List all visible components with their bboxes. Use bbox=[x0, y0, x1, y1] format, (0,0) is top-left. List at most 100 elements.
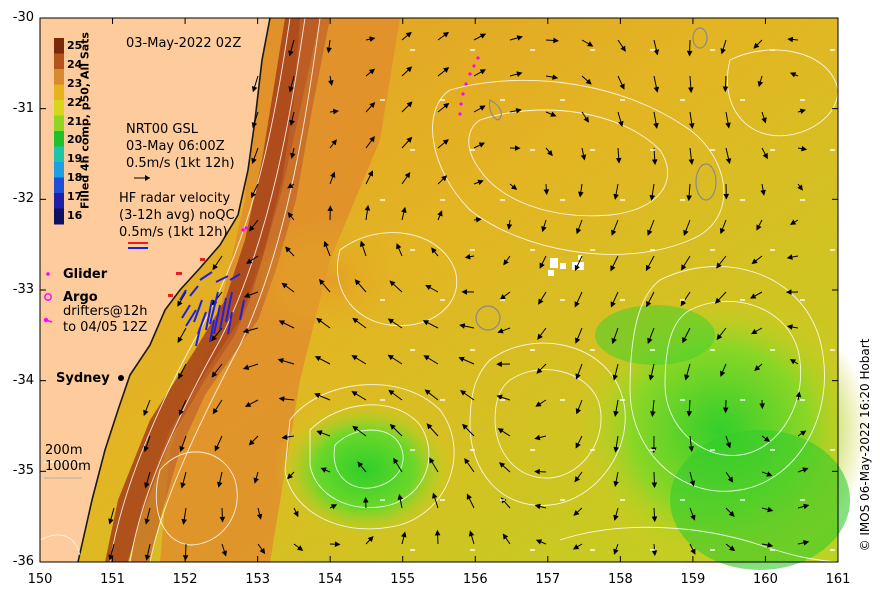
gsl-legend-line1: NRT00 GSL bbox=[126, 122, 198, 137]
velocity-arrowhead bbox=[725, 158, 732, 165]
y-tick-label: -33 bbox=[12, 282, 34, 297]
colorbar-swatch bbox=[54, 53, 64, 70]
velocity-arrowhead bbox=[251, 122, 258, 129]
velocity-arrowhead bbox=[332, 108, 339, 115]
velocity-arrowhead bbox=[253, 477, 259, 484]
velocity-arrowhead bbox=[320, 467, 327, 473]
velocity-arrowhead bbox=[443, 67, 450, 73]
velocity-arrowhead bbox=[723, 193, 730, 200]
velocity-arrowhead bbox=[553, 37, 559, 44]
current-edge bbox=[130, 18, 330, 562]
velocity-arrowhead bbox=[613, 410, 619, 417]
colorbar bbox=[54, 38, 64, 225]
velocity-arrowhead bbox=[441, 175, 448, 182]
velocity-arrowhead bbox=[514, 145, 521, 151]
velocity-arrowhead bbox=[352, 425, 359, 432]
velocity-arrowhead bbox=[389, 423, 396, 430]
velocity-arrowhead bbox=[351, 355, 358, 361]
velocity-arrowhead bbox=[251, 157, 257, 165]
x-tick-label: 160 bbox=[753, 572, 778, 587]
velocity-arrowhead bbox=[610, 301, 616, 308]
velocity-arrowhead bbox=[651, 516, 658, 523]
velocity-arrowhead bbox=[574, 301, 580, 308]
velocity-arrowhead bbox=[575, 442, 581, 449]
velocity-arrowhead bbox=[219, 516, 226, 523]
velocity-arrowhead bbox=[618, 120, 624, 128]
velocity-arrowhead bbox=[651, 482, 658, 489]
velocity-arrowhead bbox=[682, 336, 688, 344]
velocity-arrowhead bbox=[575, 227, 582, 235]
velocity-arrowhead bbox=[468, 530, 475, 537]
velocity-arrowhead bbox=[536, 367, 543, 374]
velocity-arrowhead bbox=[328, 79, 334, 86]
velocity-arrowhead bbox=[795, 391, 802, 398]
velocity-arrowhead bbox=[177, 336, 183, 343]
velocity-arrowhead bbox=[516, 71, 523, 77]
velocity-arrowhead bbox=[649, 194, 656, 201]
velocity-arrowhead bbox=[285, 246, 291, 253]
x-tick-label: 158 bbox=[607, 572, 633, 587]
velocity-arrowhead bbox=[290, 152, 296, 159]
velocity-arrowhead bbox=[464, 253, 471, 260]
velocity-arrowhead bbox=[574, 337, 581, 344]
velocity-arrowhead bbox=[647, 337, 653, 344]
velocity-arrowhead bbox=[720, 48, 726, 55]
velocity-arrowhead bbox=[351, 391, 358, 397]
colorbar-swatch bbox=[54, 162, 64, 178]
velocity-arrowhead bbox=[651, 159, 658, 166]
velocity-arrowhead bbox=[479, 105, 486, 111]
velocity-arrowhead bbox=[442, 31, 450, 38]
sydney-marker bbox=[118, 375, 124, 381]
colorbar-title: Filled 4h comp, p50, All Sats bbox=[78, 32, 92, 209]
velocity-arrowhead bbox=[572, 544, 580, 550]
velocity-arrowhead bbox=[364, 204, 371, 211]
velocity-arrowhead bbox=[578, 191, 584, 198]
velocity-arrowhead bbox=[499, 462, 506, 468]
colorbar-tick-label: 20 bbox=[67, 133, 83, 147]
velocity-arrowhead bbox=[686, 50, 693, 57]
velocity-arrowhead bbox=[575, 373, 581, 380]
velocity-arrowhead bbox=[751, 258, 758, 265]
velocity-arrowhead bbox=[354, 279, 361, 286]
velocity-arrowhead bbox=[278, 320, 285, 326]
velocity-arrowhead bbox=[688, 159, 695, 165]
velocity-arrowhead bbox=[211, 335, 217, 342]
velocity-arrowhead bbox=[330, 171, 336, 178]
velocity-arrowhead bbox=[248, 225, 255, 232]
velocity-arrowhead bbox=[534, 503, 541, 510]
colorbar-tick-label: 19 bbox=[67, 152, 83, 166]
velocity-arrowhead bbox=[144, 518, 150, 525]
argo-legend-symbol bbox=[44, 293, 52, 301]
velocity-arrowhead bbox=[719, 227, 726, 235]
velocity-arrowhead bbox=[587, 41, 594, 47]
velocity-arrowhead bbox=[369, 102, 376, 109]
velocity-arrowhead bbox=[646, 300, 652, 308]
velocity-arrowhead bbox=[690, 514, 696, 521]
x-tick-label: 153 bbox=[245, 572, 271, 587]
velocity-arrowhead bbox=[786, 324, 793, 330]
drifters-line2: to 04/05 12Z bbox=[63, 320, 148, 335]
velocity-arrowhead bbox=[180, 482, 186, 489]
velocity-arrowhead bbox=[728, 545, 736, 552]
velocity-arrowhead bbox=[789, 72, 797, 78]
velocity-arrowhead bbox=[503, 259, 509, 266]
velocity-arrowhead bbox=[287, 473, 294, 480]
velocity-arrowhead bbox=[422, 320, 430, 326]
velocity-arrowhead bbox=[288, 86, 294, 93]
velocity-arrowhead bbox=[459, 323, 466, 329]
x-tick-label: 159 bbox=[680, 572, 706, 587]
velocity-arrowhead bbox=[645, 264, 652, 272]
velocity-arrowhead bbox=[613, 446, 619, 453]
velocity-arrowhead bbox=[404, 172, 411, 179]
velocity-arrowhead bbox=[466, 493, 472, 500]
colorbar-swatch bbox=[54, 84, 64, 101]
drifters-line1: drifters@12h bbox=[63, 304, 148, 319]
velocity-arrowhead bbox=[574, 264, 580, 272]
y-tick-label: -36 bbox=[12, 554, 34, 569]
velocity-arrowhead bbox=[580, 154, 587, 161]
credit-text: © IMOS 06-May-2022 16:20 Hobart bbox=[858, 338, 872, 552]
velocity-arrowhead bbox=[496, 361, 502, 367]
velocity-arrowhead bbox=[750, 293, 757, 299]
velocity-arrowhead bbox=[689, 480, 696, 487]
velocity-arrowhead bbox=[585, 78, 592, 85]
